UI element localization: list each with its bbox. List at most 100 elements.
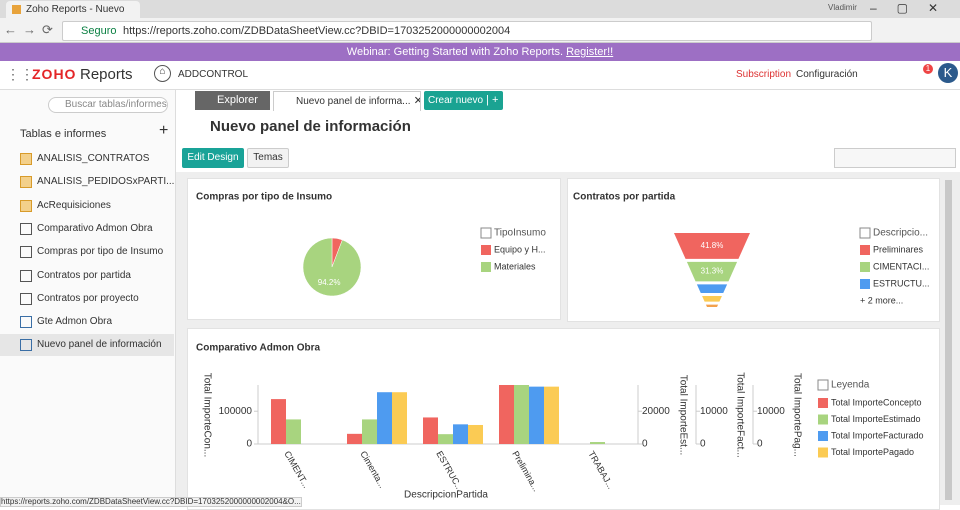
browser-tab[interactable]: Zoho Reports - Nuevo p	[6, 1, 140, 18]
item-label: Comparativo Admon Obra	[37, 222, 153, 234]
bar	[392, 392, 407, 444]
item-icon	[20, 199, 32, 212]
scrollbar[interactable]	[945, 180, 952, 500]
create-button[interactable]: Crear nuevo | +	[424, 91, 503, 110]
logo: ZOHO	[32, 66, 77, 82]
secure-label: Seguro	[81, 25, 117, 37]
legend-label: ESTRUCTU...	[873, 278, 930, 288]
bar	[362, 419, 377, 444]
y-tick-label: 10000	[700, 406, 728, 417]
legend-swatch	[860, 245, 870, 255]
x-tick-label: TRABAJ...	[586, 449, 616, 490]
notification-badge[interactable]: 1	[923, 64, 933, 74]
item-label: ANALISIS_CONTRATOS	[37, 153, 150, 164]
bar	[590, 442, 605, 444]
home-icon[interactable]: ⌂	[154, 65, 171, 82]
legend-swatch	[818, 398, 828, 408]
settings[interactable]: Configuración	[796, 69, 858, 80]
banner: Webinar: Getting Started with Zoho Repor…	[0, 43, 960, 61]
bar	[423, 417, 438, 444]
active-tab[interactable]: Nuevo panel de informa... ✕	[273, 91, 421, 111]
item-icon	[20, 316, 32, 329]
value-label: 41.8%	[701, 241, 724, 250]
bar	[347, 433, 362, 444]
themes-button[interactable]: Temas	[247, 148, 289, 168]
legend-label: Total ImporteEstimado	[831, 414, 921, 424]
banner-link[interactable]: Register!!	[566, 46, 614, 58]
y-tick-label: 0	[700, 439, 706, 450]
item-label: Nuevo panel de información	[37, 339, 162, 351]
bar	[499, 385, 514, 444]
chart-title: Compras por tipo de Insumo	[196, 192, 332, 203]
chart-title: Comparativo Admon Obra	[196, 343, 321, 354]
product-name: Reports	[80, 66, 133, 83]
item-icon	[20, 246, 32, 259]
item-label: Gte Admon Obra	[37, 316, 113, 328]
x-tick-label: CIMENT...	[282, 449, 311, 490]
legend-label: Equipo y H...	[494, 244, 546, 254]
edit-design-button[interactable]: Edit Design	[182, 148, 244, 168]
item-label: Contratos por proyecto	[37, 292, 139, 304]
nav-buttons[interactable]: ←→⟳	[4, 22, 59, 37]
value-label: 94.2%	[318, 278, 341, 287]
sidebar-item[interactable]: Compras por tipo de Insumo	[0, 241, 174, 263]
sidebar: Buscar tablas/informes Tablas e informes…	[0, 90, 176, 505]
funnel-segment	[705, 304, 719, 307]
legend-label: CIMENTACI...	[873, 261, 929, 271]
banner-text: Webinar: Getting Started with Zoho Repor…	[346, 46, 564, 58]
omnibox[interactable]: Seguro https://reports.zoho.com/ZDBDataS…	[62, 21, 872, 41]
legend-label: Preliminares	[873, 244, 924, 254]
sidebar-item[interactable]: Contratos por partida	[0, 265, 174, 287]
sidebar-item[interactable]: ANALISIS_CONTRATOS	[0, 148, 174, 170]
add-button[interactable]: +	[159, 122, 169, 139]
y-axis-label: Total ImporteEst...	[677, 375, 688, 456]
tab-strip	[0, 0, 960, 18]
legend-swatch	[481, 262, 491, 272]
explorer-tab[interactable]: Explorer	[195, 91, 270, 110]
pie-card	[187, 178, 561, 320]
bar	[286, 419, 301, 444]
bar	[438, 434, 453, 444]
bar	[453, 424, 468, 444]
search-placeholder: Buscar tablas/informes	[65, 99, 167, 110]
x-tick-label: Prelimina...	[510, 449, 541, 493]
y-tick-label: 0	[757, 439, 763, 450]
legend-more: + 2 more...	[860, 295, 903, 305]
sidebar-item[interactable]: Nuevo panel de información	[0, 334, 174, 357]
legend-checkbox	[859, 227, 871, 239]
item-label: Compras por tipo de Insumo	[37, 246, 164, 258]
search-box[interactable]: Buscar tablas/informes	[48, 97, 168, 113]
sidebar-item[interactable]: Contratos por proyecto	[0, 288, 174, 310]
bar	[514, 385, 529, 444]
item-icon	[20, 339, 32, 352]
funnel-segment	[702, 296, 722, 302]
legend-swatch	[860, 279, 870, 289]
legend-label: Total ImportePagado	[831, 447, 914, 457]
tab-icon	[12, 5, 21, 14]
toolbar-icons[interactable]	[834, 148, 956, 168]
workspace[interactable]: ADDCONTROL	[178, 69, 249, 80]
sidebar-item[interactable]: AcRequisiciones	[0, 195, 174, 217]
app-header: ⋮⋮ ZOHO Reports ⌂ ADDCONTROL Subscriptio…	[0, 61, 960, 90]
legend-checkbox	[817, 379, 829, 391]
item-icon	[20, 176, 32, 189]
sidebar-item[interactable]: Comparativo Admon Obra	[0, 218, 174, 240]
legend-label: Materiales	[494, 261, 536, 271]
funnel-segment	[674, 233, 750, 259]
item-label: Contratos por partida	[37, 269, 131, 281]
legend-swatch	[860, 262, 870, 272]
y-tick-label: 100000	[219, 406, 253, 417]
y-tick-label: 0	[246, 439, 252, 450]
value-label: 31.3%	[701, 267, 724, 276]
apps-icon[interactable]: ⋮⋮	[6, 66, 34, 82]
item-label: AcRequisiciones	[37, 199, 111, 211]
bar	[468, 424, 483, 444]
subscription[interactable]: Subscription	[736, 69, 792, 80]
avatar[interactable]: K	[938, 63, 958, 83]
window-controls[interactable]: –▢✕	[870, 1, 959, 15]
x-axis-label: DescripcionPartida	[404, 490, 488, 501]
x-tick-label: Cimenta...	[358, 449, 387, 490]
sidebar-item[interactable]: ANALISIS_PEDIDOSxPARTI...	[0, 171, 174, 193]
sidebar-item[interactable]: Gte Admon Obra	[0, 311, 174, 333]
